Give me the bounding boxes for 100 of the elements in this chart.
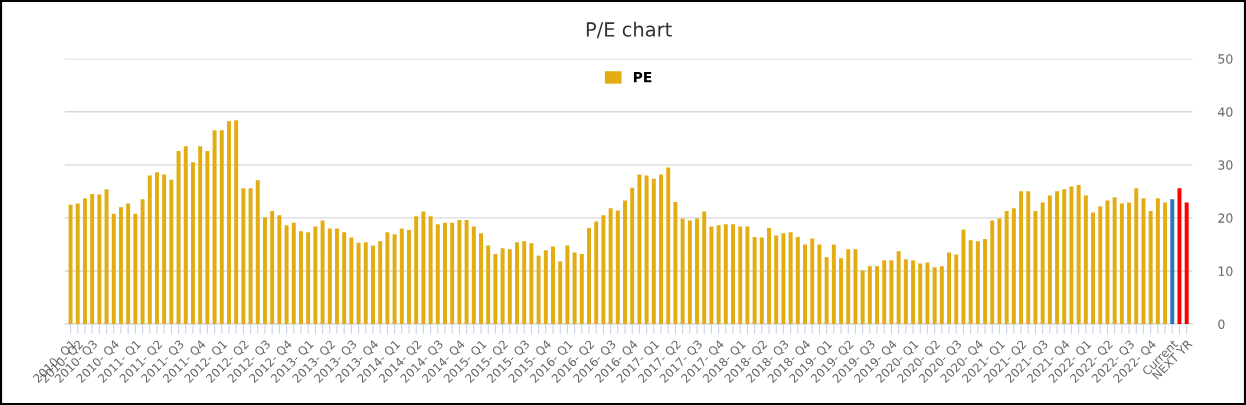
bar	[111, 213, 116, 324]
bar	[659, 174, 663, 324]
bar	[1091, 212, 1096, 324]
bar	[313, 226, 318, 324]
bar	[435, 224, 440, 324]
bar	[666, 167, 671, 324]
bar	[623, 200, 627, 324]
bar	[327, 228, 332, 324]
bar	[911, 260, 916, 324]
bar	[183, 146, 188, 324]
bar	[558, 261, 563, 324]
bar	[810, 238, 815, 324]
bar	[680, 218, 685, 324]
bar	[133, 213, 138, 324]
bar	[731, 224, 735, 324]
bar	[853, 249, 858, 324]
bar	[997, 218, 1002, 324]
bar	[248, 188, 253, 324]
bar	[522, 241, 527, 324]
bar	[255, 180, 260, 324]
bar	[1047, 195, 1052, 324]
bar	[860, 270, 865, 324]
bar	[414, 216, 419, 324]
bar	[356, 242, 361, 324]
bar	[226, 121, 231, 324]
bar	[651, 178, 656, 324]
bar	[831, 244, 836, 324]
bar	[479, 233, 483, 324]
bar	[594, 221, 599, 324]
bar	[457, 220, 462, 324]
bar	[990, 220, 995, 324]
bar	[788, 232, 793, 324]
bar	[162, 174, 167, 324]
bar	[176, 151, 181, 324]
bar	[1026, 191, 1031, 324]
bar	[608, 208, 613, 324]
legend-label: PE	[633, 72, 652, 83]
bar	[767, 227, 771, 324]
bar	[875, 266, 880, 324]
bar	[486, 245, 491, 324]
bar	[551, 246, 555, 324]
y-tick-label: 20	[1218, 213, 1233, 223]
bar	[918, 263, 923, 324]
bar	[1177, 188, 1182, 324]
bar	[140, 199, 145, 324]
bar	[421, 211, 426, 324]
bar	[1105, 200, 1110, 324]
y-tick-label: 0	[1218, 319, 1225, 329]
bar	[97, 194, 102, 324]
bar	[925, 262, 930, 324]
bar	[1033, 210, 1038, 324]
bar	[1004, 210, 1009, 324]
bar	[262, 217, 267, 324]
bar	[349, 237, 354, 324]
bar	[1062, 189, 1067, 324]
bar	[75, 203, 80, 324]
bar	[630, 187, 635, 324]
bar	[500, 248, 505, 324]
bar	[147, 175, 152, 324]
bar	[1163, 202, 1168, 324]
bar	[687, 220, 692, 324]
bar	[1148, 210, 1153, 324]
bar	[795, 236, 800, 324]
bar	[234, 120, 239, 324]
bar	[702, 211, 707, 324]
bar	[824, 257, 829, 324]
bar	[673, 201, 678, 324]
bar	[637, 174, 642, 324]
bar	[1141, 198, 1146, 324]
bar	[392, 234, 397, 324]
bar	[1040, 202, 1045, 324]
bar	[903, 259, 908, 324]
bar	[1127, 202, 1132, 324]
bar	[1083, 195, 1088, 324]
bar	[587, 227, 591, 324]
bar	[371, 245, 375, 324]
bar	[277, 215, 282, 324]
bar	[493, 253, 498, 324]
bar	[867, 266, 872, 324]
bar	[1098, 206, 1103, 324]
y-tick-label: 10	[1218, 266, 1233, 276]
bar	[536, 255, 541, 324]
bar	[543, 250, 548, 324]
bar	[399, 228, 404, 324]
bar	[90, 194, 95, 324]
bar	[695, 218, 699, 324]
bar	[471, 226, 476, 324]
y-tick-label: 50	[1218, 54, 1233, 64]
bar	[507, 249, 512, 324]
bar	[198, 146, 203, 324]
bar	[709, 226, 714, 324]
bar	[464, 220, 469, 324]
bar	[443, 222, 447, 324]
bar	[975, 241, 980, 324]
bar	[270, 210, 275, 324]
bar	[947, 252, 952, 324]
bar	[565, 245, 570, 324]
bar	[1134, 188, 1139, 324]
bar	[169, 179, 174, 324]
bar	[320, 220, 325, 324]
